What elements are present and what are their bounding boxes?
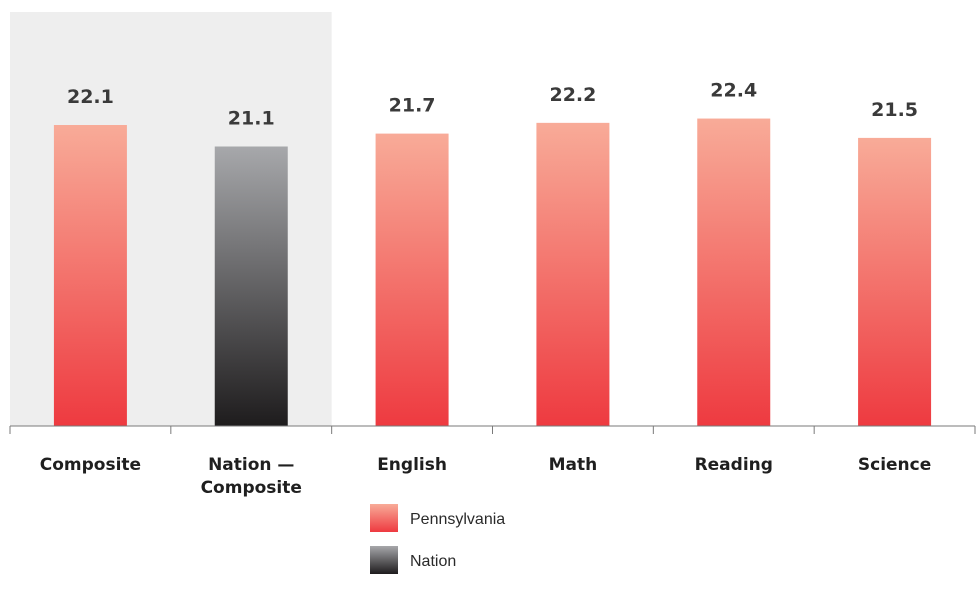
category-label-nation-composite: Nation — Composite	[201, 455, 302, 498]
legend-swatch-nation	[370, 546, 398, 574]
value-label-science: 21.5	[871, 99, 918, 121]
value-label-reading: 22.4	[710, 80, 757, 102]
category-label-composite: Composite	[40, 455, 141, 475]
value-label-nation-composite: 21.1	[228, 108, 275, 130]
bar-math	[536, 122, 610, 426]
value-label-math: 22.2	[549, 84, 596, 106]
bar-science	[858, 137, 932, 426]
bar-reading	[697, 118, 771, 427]
value-label-composite: 22.1	[67, 86, 114, 108]
bar-nation-composite	[214, 146, 288, 426]
bar-english	[375, 133, 449, 426]
category-label-reading: Reading	[695, 455, 773, 475]
legend-swatch-pennsylvania	[370, 504, 398, 532]
category-label-english: English	[377, 455, 447, 475]
legend-label-nation: Nation	[410, 553, 456, 570]
legend-label-pennsylvania: Pennsylvania	[410, 511, 505, 528]
bar-composite	[53, 125, 127, 426]
category-label-math: Math	[549, 455, 598, 475]
category-label-science: Science	[858, 455, 931, 475]
value-label-english: 21.7	[389, 95, 436, 117]
